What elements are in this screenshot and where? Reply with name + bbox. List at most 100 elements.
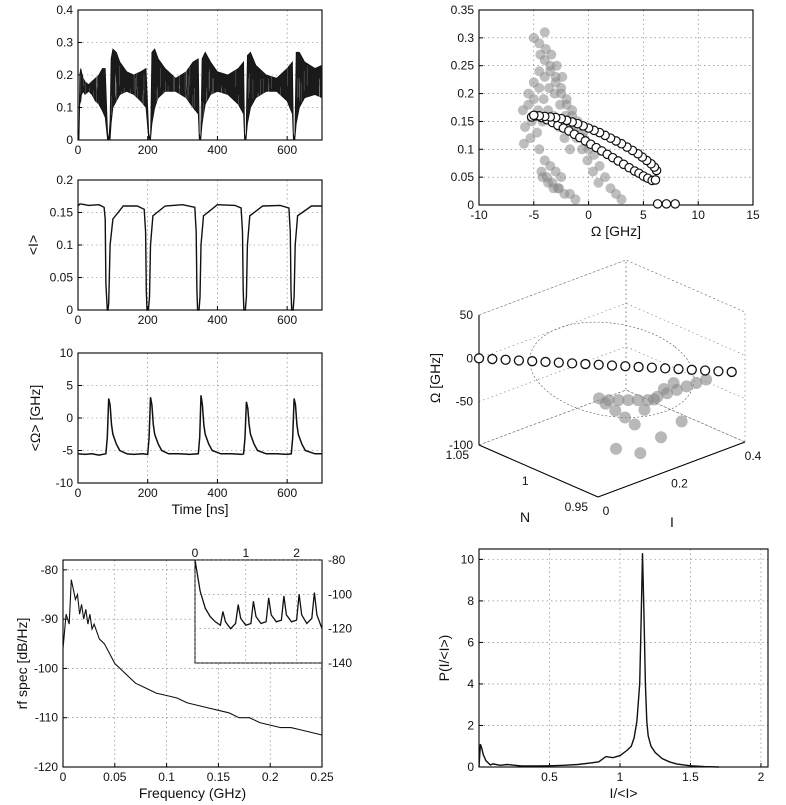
intensity-envelope	[77, 48, 323, 141]
x-tick-label: -5	[528, 208, 539, 222]
y-tick-label: 5	[66, 379, 73, 393]
cloud-point	[593, 177, 604, 188]
y-axis-label: <I>	[25, 235, 41, 255]
orbit-point	[650, 175, 661, 185]
y-tick-label: -120	[34, 760, 58, 774]
z-tick-label: 50	[460, 308, 474, 322]
y-tick-label: 0.3	[56, 36, 73, 50]
orbit-point	[487, 353, 498, 365]
cloud-point	[612, 394, 625, 407]
orbit-point	[673, 363, 684, 375]
phase-space-3d-panel: -100 -50 0 50 0.95 1 1.05 0 0.2 0.4 Ω [GHz] N I	[427, 259, 762, 530]
x-tick-label: 1.5	[682, 770, 699, 784]
y-tick-label: 0.15	[50, 206, 74, 220]
i-tick-label: 0	[603, 504, 610, 518]
cloud-point	[534, 144, 545, 155]
n-tick-label: 0.95	[565, 500, 589, 514]
x-axis-label: Ω [GHz]	[591, 223, 641, 239]
mean-frequency-line	[77, 395, 322, 456]
y-tick-label: -80	[41, 563, 59, 577]
x-tick-label: 10	[692, 208, 706, 222]
x-tick-label: 5	[640, 208, 647, 222]
orbit-point	[661, 199, 672, 209]
y-tick-label: -10	[56, 476, 74, 490]
x-tick-label: -10	[470, 208, 488, 222]
orbit-point	[670, 199, 680, 209]
cloud-point	[657, 382, 670, 395]
y-axis-label: rf spec [dB/Hz]	[14, 618, 30, 710]
y-tick-label: 0.3	[457, 31, 474, 45]
x-tick-label: 0.15	[207, 770, 231, 784]
cloud-point	[525, 133, 536, 144]
cloud-point	[518, 138, 529, 149]
cloud-point	[570, 194, 581, 205]
i-tick-label: 0.2	[671, 477, 688, 491]
x-tick-label: 0	[60, 770, 67, 784]
n-axis-label: N	[520, 509, 530, 525]
orbit-point	[686, 364, 697, 375]
intensity-distribution-panel: 0.5 1 1.5 2 0 2 4 6 8 10 I/<I> P(I/<I>)	[436, 548, 769, 801]
x-tick-label: 600	[277, 143, 297, 157]
cloud-point	[549, 88, 560, 99]
y-tick-label: 0.2	[56, 173, 73, 187]
orbit-point	[726, 366, 737, 378]
x-tick-label: 0	[75, 313, 82, 327]
cloud-point	[551, 60, 562, 71]
y-tick-label: 0.05	[50, 271, 74, 285]
y-tick-label: 0.2	[457, 87, 474, 101]
z-tick-label: 0	[466, 351, 473, 365]
orbit-point	[580, 358, 591, 370]
cloud-point	[587, 166, 598, 177]
cloud-point	[638, 403, 651, 416]
x-tick-label: 400	[207, 486, 227, 500]
inset-x-tick-label: 1	[242, 546, 249, 560]
x-tick-label: 0.2	[262, 770, 279, 784]
cloud-point	[600, 172, 611, 183]
cloud-point	[599, 397, 612, 410]
phase-portrait-panel: -10 -5 0 5 10 15 0 0.05 0.1 0.15 0.2 0.25 0.3 0.35 Ω […	[451, 3, 760, 239]
cloud-point	[550, 77, 561, 88]
y-tick-label: 0.1	[56, 101, 73, 115]
z-tick-label: -50	[456, 395, 474, 409]
x-tick-label: 600	[277, 486, 297, 500]
y-tick-label: -110	[35, 711, 58, 725]
x-tick-label: 0	[585, 208, 592, 222]
orbit-point	[500, 354, 511, 365]
cloud-point	[556, 172, 567, 183]
x-tick-label: 400	[207, 143, 227, 157]
y-tick-label: 10	[461, 552, 475, 566]
x-tick-label: 0.05	[103, 770, 127, 784]
cloud-point	[616, 194, 627, 205]
rf-spectrum-inset: 0 1 2 -80 -100 -120 -140	[192, 546, 353, 670]
cloud-point	[520, 122, 531, 132]
y-axis-label: <Ω> [GHz]	[27, 385, 43, 452]
y-tick-label: 0.35	[451, 3, 475, 17]
cloud-point	[622, 394, 635, 407]
y-tick-label: -5	[62, 444, 73, 458]
orbit-point	[646, 362, 658, 373]
cloud-point	[648, 393, 661, 406]
x-tick-label: 200	[138, 143, 158, 157]
y-tick-label: 0.4	[56, 3, 73, 17]
x-tick-label: 600	[277, 313, 297, 327]
i-tick-label: 0.4	[745, 449, 762, 463]
inset-y-tick-label: -100	[328, 587, 352, 601]
inset-spectrum-line	[194, 559, 323, 630]
x-tick-label: 1	[617, 770, 624, 784]
orbit-point	[660, 363, 671, 374]
x-tick-label: 15	[746, 208, 760, 222]
y-tick-label: 0.05	[451, 170, 475, 184]
y-tick-label: -90	[41, 612, 59, 626]
cloud-point	[609, 404, 622, 417]
orbit-point	[513, 355, 525, 366]
cloud-point	[680, 380, 693, 393]
rf-spectrum-line	[62, 579, 323, 736]
i-axis-label: I	[670, 514, 674, 530]
n-tick-label: 1.05	[446, 448, 470, 462]
orbit-point	[606, 360, 618, 371]
cloud-point	[538, 94, 549, 105]
x-tick-label: 0	[75, 486, 82, 500]
cloud-point	[582, 155, 593, 166]
plot-frame	[478, 9, 754, 206]
cloud-point	[534, 38, 545, 49]
